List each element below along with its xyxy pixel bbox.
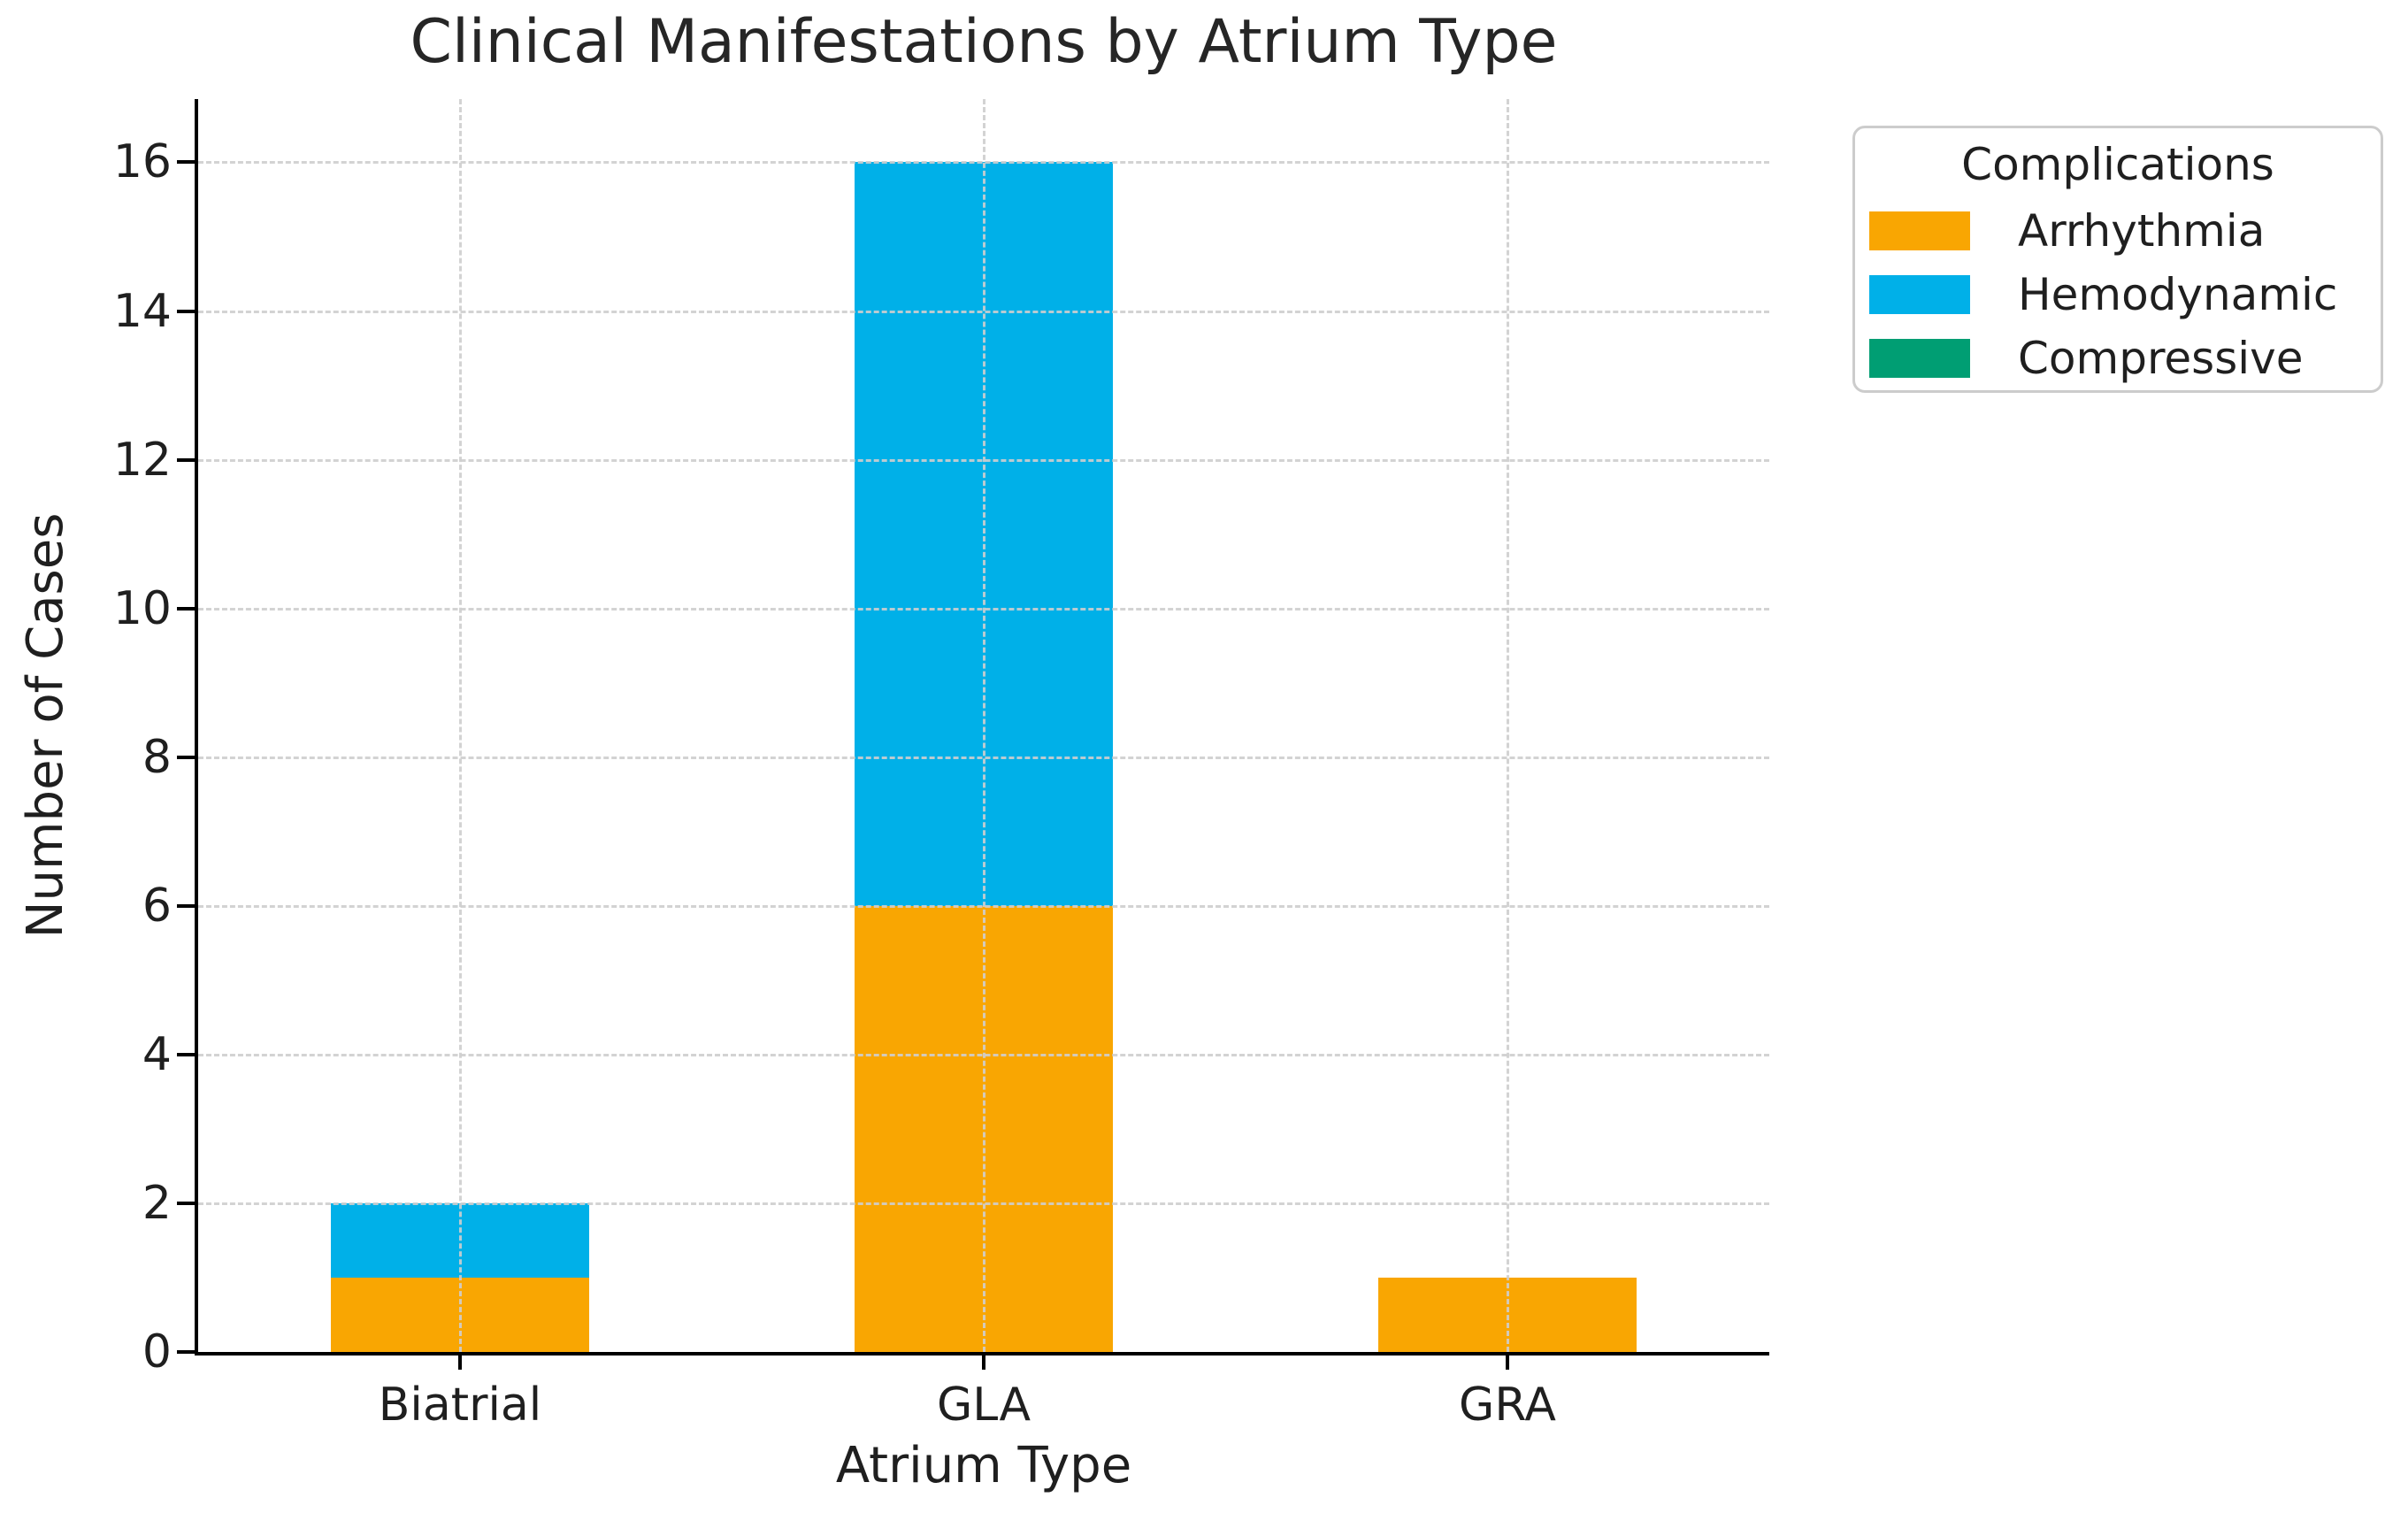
y-tick-mark-16 [177,160,195,165]
y-tick-mark-6 [177,903,195,908]
y-tick-label-4: 4 [142,1027,172,1081]
y-tick-mark-12 [177,457,195,462]
legend-item-label: Hemodynamic [2018,269,2338,320]
legend: Complications Arrhythmia Hemodynamic Compr… [1852,126,2383,393]
y-axis-spine [195,99,198,1356]
y-tick-mark-4 [177,1052,195,1056]
legend-items: Arrhythmia Hemodynamic Compressive [1855,199,2381,390]
y-tick-label-14: 14 [112,284,172,338]
x-tick-label-Biatrial: Biatrial [378,1379,542,1432]
y-tick-label-12: 12 [112,433,172,487]
y-tick-label-2: 2 [142,1176,172,1230]
y-tick-mark-2 [177,1201,195,1205]
y-tick-label-8: 8 [142,730,172,784]
x-tick-mark-GLA [982,1352,985,1370]
x-tick-mark-GRA [1506,1352,1509,1370]
y-tick-label-0: 0 [142,1325,172,1379]
legend-item-Arrhythmia: Arrhythmia [1855,199,2381,263]
legend-item-Hemodynamic: Hemodynamic [1855,263,2381,326]
grid-line-v-GRA [1507,99,1509,1352]
legend-swatch-Hemodynamic [1869,275,1970,314]
legend-swatch-Arrhythmia [1869,211,1970,250]
grid-line-v-GLA [983,99,985,1352]
legend-item-label: Arrhythmia [2018,205,2266,257]
y-tick-label-6: 6 [142,879,172,933]
y-tick-label-16: 16 [112,135,172,189]
legend-swatch-Compressive [1869,339,1970,378]
x-tick-mark-Biatrial [458,1352,462,1370]
grid-line-v-Biatrial [459,99,462,1352]
x-axis-label: Atrium Type [835,1437,1132,1494]
legend-item-label: Compressive [2018,333,2304,384]
y-axis-label: Number of Cases [17,512,74,939]
x-tick-label-GLA: GLA [936,1379,1031,1432]
y-tick-label-10: 10 [112,581,172,635]
chart-title: Clinical Manifestations by Atrium Type [410,7,1558,77]
legend-title: Complications [1961,139,2274,190]
x-tick-label-GRA: GRA [1459,1379,1556,1432]
legend-item-Compressive: Compressive [1855,326,2381,390]
y-tick-mark-14 [177,309,195,313]
y-tick-mark-10 [177,606,195,611]
y-tick-mark-8 [177,755,195,759]
y-tick-mark-0 [177,1350,195,1354]
